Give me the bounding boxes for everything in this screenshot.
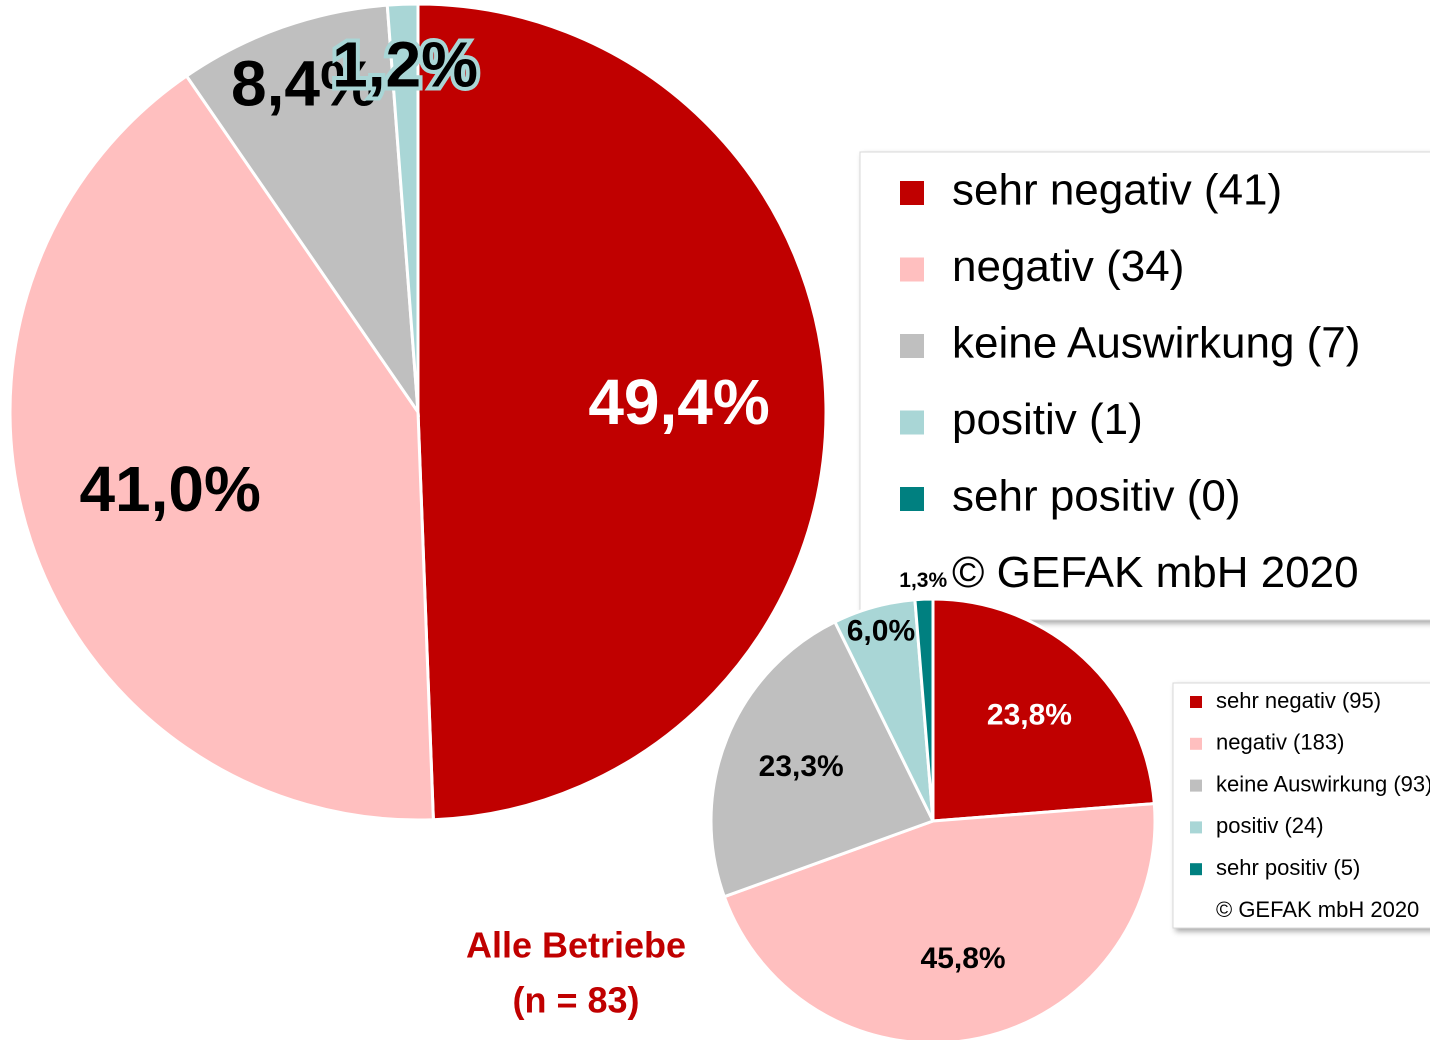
legend-label: sehr negativ (95) xyxy=(1216,688,1381,713)
legend-label: keine Auswirkung (7) xyxy=(952,319,1360,368)
legend-swatch xyxy=(1190,821,1202,834)
pie-slice xyxy=(184,3,420,418)
pie-slice xyxy=(931,597,1156,823)
legend-box xyxy=(1172,682,1430,929)
source-note: © GEFAK mbH 2020 xyxy=(952,548,1359,597)
pie-slice xyxy=(913,597,935,822)
legend-label: negativ (183) xyxy=(1216,730,1344,755)
legend-swatch xyxy=(1190,696,1202,708)
data-label: 23,8% xyxy=(987,699,1072,732)
legend-label: sehr negativ (41) xyxy=(952,166,1282,215)
chart-title: Alle Betriebe xyxy=(466,925,686,966)
legend-swatch xyxy=(900,257,924,282)
legend-swatch xyxy=(1190,737,1202,750)
legend-label: sehr positiv (5) xyxy=(1216,855,1360,880)
legend-label: positiv (24) xyxy=(1216,813,1324,838)
legend-swatch xyxy=(900,334,924,358)
legend-swatch xyxy=(900,181,924,205)
data-label: 6,0% xyxy=(847,615,915,648)
legend-swatch xyxy=(1190,863,1202,876)
data-label: 1,2% xyxy=(332,28,478,100)
legend-swatch xyxy=(1190,779,1202,792)
data-label: 41,0% xyxy=(79,453,260,525)
data-label: 8,4% xyxy=(231,48,377,120)
data-label: 23,3% xyxy=(759,750,844,783)
legend-label: keine Auswirkung (93) xyxy=(1216,771,1430,796)
pie-slice xyxy=(709,619,936,899)
legend-label: negativ (34) xyxy=(952,242,1184,291)
legend-label: positiv (1) xyxy=(952,395,1143,444)
legend-box xyxy=(859,151,1430,621)
chart-subtitle: (n = 83) xyxy=(512,980,639,1021)
legend-label: sehr positiv (0) xyxy=(952,472,1241,521)
legend-swatch xyxy=(900,410,924,435)
source-note: © GEFAK mbH 2020 xyxy=(1216,897,1419,922)
pie-slice xyxy=(416,2,828,822)
data-label: 49,4% xyxy=(588,366,769,438)
legend-swatch xyxy=(900,487,924,511)
data-label: 1,3% xyxy=(899,569,947,592)
data-label: 45,8% xyxy=(921,942,1006,975)
pie-slice xyxy=(722,802,1157,1040)
pie-slice xyxy=(8,73,435,822)
